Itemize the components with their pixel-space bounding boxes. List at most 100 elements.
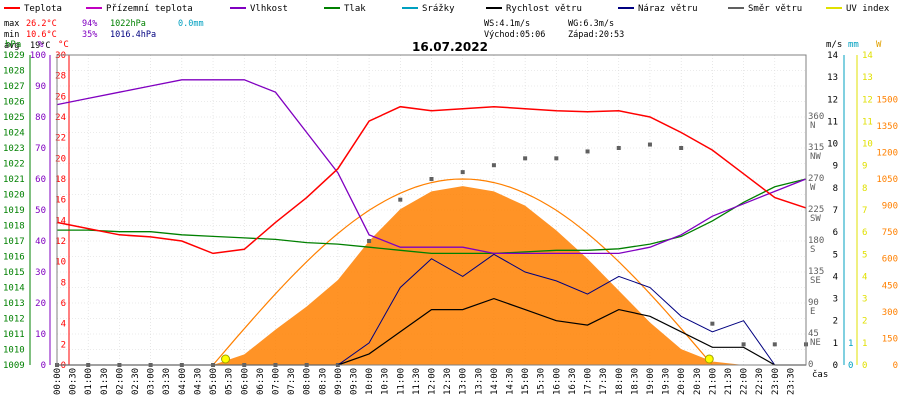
- press-tick-9: 1018: [3, 222, 25, 232]
- dir-name-6: W: [810, 183, 816, 193]
- time-tick-45: 22:30: [755, 368, 765, 395]
- uv-tick-5: 5: [862, 250, 867, 260]
- time-tick-5: 02:30: [131, 368, 141, 395]
- press-tick-4: 1013: [3, 299, 25, 309]
- stat-wind-speed: WS:4.1m/s: [484, 19, 530, 29]
- time-tick-19: 09:30: [349, 368, 359, 395]
- legend-label-wg: Náraz větru: [638, 4, 698, 14]
- press-tick-5: 1014: [3, 284, 25, 294]
- dir-tick-4: 180: [808, 236, 824, 246]
- press-tick-2: 1011: [3, 330, 25, 340]
- time-tick-25: 12:30: [443, 368, 453, 395]
- uv-tick-8: 8: [862, 184, 867, 194]
- temp-tick-13: 26: [55, 92, 66, 102]
- stat-avg-label: avg: [4, 41, 19, 51]
- temp-tick-0: 0: [61, 361, 66, 371]
- series-solar-max-line: [212, 178, 713, 366]
- rain-tick-0: 0: [848, 361, 853, 371]
- time-tick-0: 00:00: [53, 368, 63, 395]
- uv-tick-7: 7: [862, 206, 867, 216]
- dir-tick-3: 135: [808, 267, 824, 277]
- press-tick-3: 1012: [3, 315, 25, 325]
- stat-min-press: 1016.4hPa: [110, 30, 156, 40]
- hum-tick-3: 30: [35, 268, 46, 278]
- temp-tick-9: 18: [55, 175, 66, 185]
- uv-tick-1: 1: [862, 339, 867, 349]
- dir-tick-6: 270: [808, 174, 824, 184]
- time-tick-31: 15:30: [537, 368, 547, 395]
- dir-name-2: E: [810, 307, 815, 317]
- stat-min-temp: 10.6°C: [26, 30, 57, 40]
- legend-label-hum: Vlhkost: [250, 4, 288, 14]
- dir-name-3: SE: [810, 276, 821, 286]
- time-tick-39: 19:30: [662, 368, 672, 395]
- solar-tick-1: 150: [882, 334, 898, 344]
- dir-tick-5: 225: [808, 205, 824, 215]
- dir-name-7: NW: [810, 152, 821, 162]
- time-tick-30: 15:00: [521, 368, 531, 395]
- press-tick-12: 1021: [3, 175, 25, 185]
- temp-tick-14: 28: [55, 72, 66, 82]
- wind-tick-2: 2: [833, 317, 838, 327]
- hum-tick-2: 20: [35, 299, 46, 309]
- wind-tick-4: 4: [833, 272, 838, 282]
- press-tick-14: 1023: [3, 144, 25, 154]
- hum-tick-4: 40: [35, 237, 46, 247]
- uv-tick-3: 3: [862, 295, 867, 305]
- series-solar-area: [57, 186, 806, 365]
- time-tick-32: 16:00: [552, 368, 562, 395]
- temp-tick-8: 16: [55, 196, 66, 206]
- uv-marker-1: [704, 354, 714, 364]
- wind-tick-10: 10: [827, 140, 838, 150]
- series-wind-dir-point: [710, 321, 715, 326]
- temp-tick-1: 2: [61, 340, 66, 350]
- hum-tick-8: 80: [35, 113, 46, 123]
- uv-marker-0: [221, 354, 231, 364]
- time-tick-24: 12:00: [428, 368, 438, 395]
- press-tick-16: 1025: [3, 113, 25, 123]
- time-tick-22: 11:00: [396, 368, 406, 395]
- legend-label-press: Tlak: [344, 4, 366, 14]
- time-tick-47: 23:30: [786, 368, 796, 395]
- stat-wind-gust: WG:6.3m/s: [568, 19, 614, 29]
- temp-tick-5: 10: [55, 258, 66, 268]
- temp-tick-7: 14: [55, 216, 66, 226]
- time-tick-33: 16:30: [568, 368, 578, 395]
- series-wind-dir-point: [616, 146, 621, 150]
- hum-tick-0: 0: [41, 361, 46, 371]
- temp-tick-10: 20: [55, 154, 66, 164]
- series-wind-dir-point: [491, 163, 496, 168]
- time-tick-4: 02:00: [115, 368, 125, 395]
- stat-sunset: Západ:20:53: [568, 30, 624, 40]
- time-tick-41: 20:30: [693, 368, 703, 395]
- uv-tick-9: 9: [862, 162, 867, 172]
- time-tick-12: 06:00: [240, 368, 250, 395]
- uv-tick-13: 13: [862, 73, 873, 83]
- series-wind-dir-point: [367, 239, 372, 243]
- time-tick-28: 14:00: [490, 368, 500, 395]
- legend-label-temp: Teplota: [24, 4, 62, 14]
- uv-tick-6: 6: [862, 228, 867, 238]
- temp-tick-15: 30: [55, 51, 66, 61]
- press-tick-7: 1016: [3, 253, 25, 263]
- axis-unit-temp: °C: [58, 40, 69, 50]
- temp-tick-11: 22: [55, 134, 66, 144]
- chart-title: 16.07.2022: [412, 40, 488, 54]
- time-tick-27: 13:30: [474, 368, 484, 395]
- time-tick-37: 18:30: [630, 368, 640, 395]
- series-wind-dir-point: [398, 197, 403, 202]
- time-tick-13: 06:30: [256, 368, 266, 395]
- axis-unit-rain: mm: [848, 40, 859, 50]
- solar-tick-10: 1500: [876, 95, 898, 105]
- press-tick-10: 1019: [3, 206, 25, 216]
- legend-label-ground: Přízemní teplota: [106, 4, 193, 14]
- solar-tick-8: 1200: [876, 148, 898, 158]
- time-tick-2: 01:00: [84, 368, 94, 395]
- time-tick-35: 17:30: [599, 368, 609, 395]
- time-tick-38: 19:00: [646, 368, 656, 395]
- wind-tick-1: 1: [833, 339, 838, 349]
- press-tick-8: 1017: [3, 237, 25, 247]
- press-tick-18: 1027: [3, 82, 25, 92]
- press-tick-1: 1010: [3, 346, 25, 356]
